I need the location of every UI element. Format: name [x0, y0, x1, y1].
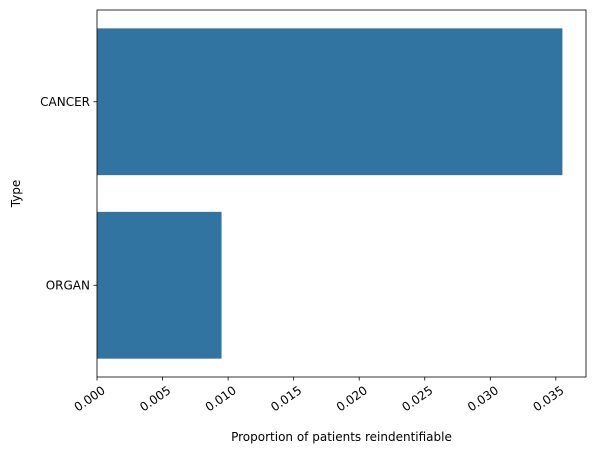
x-tick-label: 0.025 [399, 383, 435, 414]
x-tick-label: 0.010 [203, 383, 239, 414]
x-tick-label: 0.035 [530, 383, 566, 414]
x-tick-label: 0.030 [465, 383, 501, 414]
y-tick-label: ORGAN [46, 278, 90, 292]
x-tick-label: 0.015 [268, 383, 304, 414]
x-axis-label: Proportion of patients reindentifiable [231, 430, 452, 444]
y-axis-label: Type [9, 180, 23, 209]
bars-group [97, 28, 563, 359]
y-ticks-group: CANCER ORGAN [40, 95, 97, 292]
bar-organ [97, 211, 222, 359]
plot-frame [96, 9, 587, 378]
y-tick-label: CANCER [40, 95, 90, 109]
x-ticks-group: 0.000 0.005 0.010 0.015 0.020 0.025 0.030 0.035 [72, 377, 567, 414]
x-tick-label: 0.020 [334, 383, 370, 414]
x-tick-label: 0.000 [72, 383, 108, 414]
bar-cancer [97, 28, 563, 176]
x-tick-label: 0.005 [137, 383, 173, 414]
